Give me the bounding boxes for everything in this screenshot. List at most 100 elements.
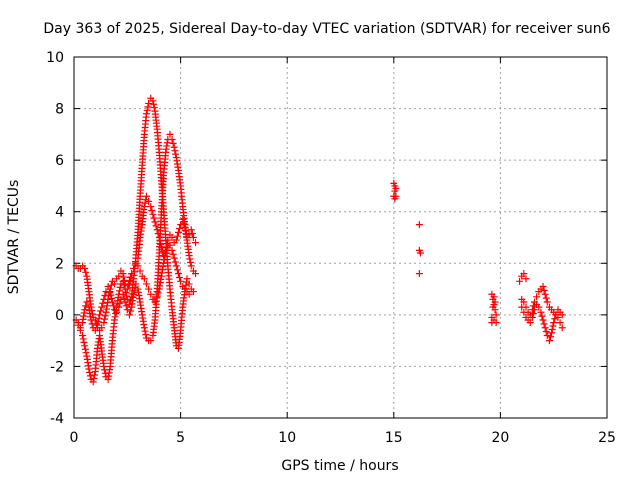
- data-point: [115, 287, 123, 295]
- data-point: [140, 203, 148, 211]
- data-point: [192, 270, 200, 278]
- data-point: [189, 234, 197, 241]
- data-point: [122, 302, 130, 310]
- data-point: [153, 293, 161, 301]
- data-point: [126, 276, 134, 284]
- data-point: [542, 294, 550, 302]
- data-point: [189, 288, 197, 296]
- data-point: [154, 289, 162, 297]
- data-point: [80, 338, 88, 346]
- data-point: [100, 319, 108, 327]
- data-point: [192, 239, 200, 247]
- data-point: [98, 303, 106, 311]
- data-point: [150, 100, 158, 108]
- data-point: [171, 258, 179, 266]
- data-point: [141, 327, 149, 335]
- data-point: [144, 103, 152, 111]
- data-point: [96, 311, 104, 319]
- data-point: [125, 280, 133, 288]
- data-point: [168, 234, 176, 241]
- data-point: [101, 292, 109, 300]
- data-point: [558, 311, 566, 319]
- data-point: [107, 291, 115, 299]
- data-point: [109, 302, 117, 310]
- data-point: [529, 302, 537, 310]
- data-point: [82, 268, 90, 276]
- y-axis-label: SDTVAR / TECUs: [6, 180, 22, 295]
- data-point: [170, 254, 178, 262]
- x-tick-label: 25: [598, 430, 616, 446]
- data-point: [119, 270, 127, 278]
- data-point: [185, 231, 193, 239]
- data-point: [391, 187, 399, 195]
- data-point: [172, 236, 180, 244]
- data-point: [127, 273, 135, 281]
- data-point: [119, 277, 127, 285]
- data-point: [83, 298, 91, 306]
- data-point: [528, 313, 536, 321]
- data-point: [148, 206, 156, 214]
- data-point: [100, 362, 108, 370]
- data-point: [540, 286, 548, 294]
- chart-title: Day 363 of 2025, Sidereal Day-to-day VTE…: [43, 21, 610, 37]
- data-point: [91, 326, 99, 334]
- data-point: [117, 295, 125, 303]
- data-point: [187, 262, 195, 270]
- data-point: [520, 308, 528, 316]
- data-point: [543, 331, 551, 339]
- data-point: [108, 298, 116, 306]
- data-point: [115, 272, 123, 280]
- data-point: [518, 303, 526, 311]
- data-point: [161, 252, 169, 260]
- data-point: [79, 335, 87, 343]
- y-tick-label: -2: [50, 359, 64, 375]
- data-point: [187, 258, 195, 266]
- data-point: [151, 298, 159, 306]
- data-point: [136, 267, 144, 275]
- data-point: [143, 106, 151, 114]
- data-point: [520, 298, 528, 306]
- y-tick-label: 8: [55, 102, 64, 118]
- data-point: [516, 277, 524, 285]
- data-point: [87, 316, 95, 324]
- data-point: [176, 224, 184, 232]
- data-point: [85, 365, 93, 373]
- x-tick-label: 10: [278, 430, 296, 446]
- data-point: [100, 295, 108, 303]
- data-point: [120, 273, 128, 281]
- x-tick-label: 15: [385, 430, 403, 446]
- data-point: [490, 293, 498, 301]
- data-point: [128, 270, 136, 278]
- data-point: [188, 230, 196, 238]
- data-point: [142, 331, 150, 339]
- data-point: [548, 325, 556, 333]
- data-point: [94, 318, 102, 326]
- data-point: [120, 281, 128, 289]
- data-point: [95, 314, 103, 322]
- data-point: [173, 266, 181, 274]
- data-point: [491, 298, 499, 306]
- data-point: [149, 97, 157, 105]
- data-point: [97, 307, 105, 315]
- data-point: [556, 319, 564, 327]
- data-point: [538, 312, 546, 320]
- data-point: [107, 281, 115, 289]
- x-axis-label: GPS time / hours: [281, 458, 398, 474]
- series-sat-f: [488, 290, 500, 327]
- data-point: [185, 290, 193, 298]
- data-point: [542, 328, 550, 336]
- data-point: [549, 322, 557, 330]
- plot-frame: [73, 56, 608, 419]
- data-point: [140, 324, 148, 332]
- data-point: [541, 324, 549, 332]
- data-point: [145, 285, 153, 293]
- data-point: [185, 252, 193, 260]
- data-point: [168, 136, 176, 144]
- data-point: [134, 262, 142, 270]
- x-tick-label: 20: [491, 430, 509, 446]
- data-point: [132, 280, 140, 288]
- series-sat-h: [518, 301, 566, 345]
- data-point: [547, 333, 555, 341]
- data-point: [90, 374, 98, 382]
